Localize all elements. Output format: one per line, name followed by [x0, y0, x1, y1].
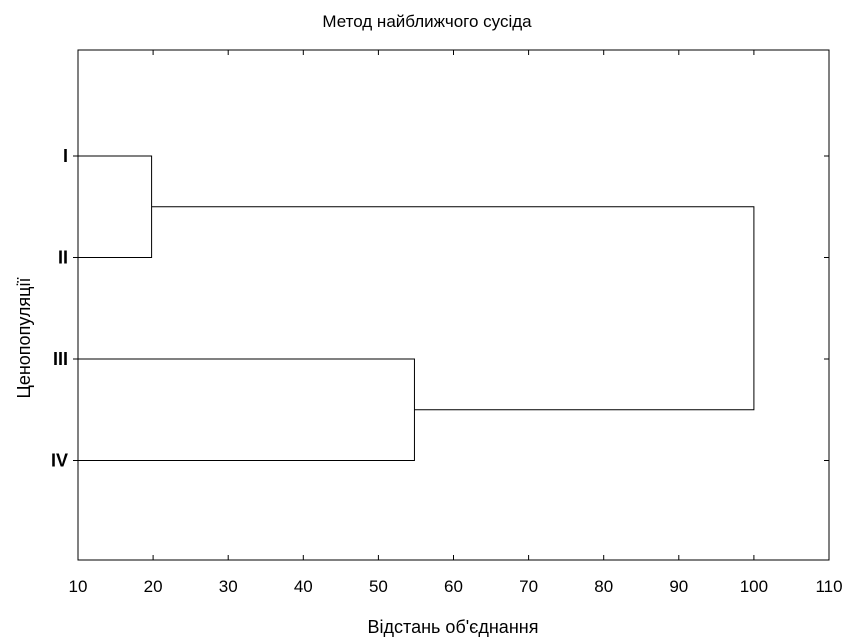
y-axis-label: Ценопопуляції [14, 278, 34, 399]
x-tick-label: 50 [369, 577, 388, 596]
x-tick-label: 60 [444, 577, 463, 596]
leaf-label-i: I [63, 146, 68, 166]
leaf-label-iv: IV [51, 451, 68, 471]
x-tick-label: 70 [519, 577, 538, 596]
y-axis-ticks [73, 155, 829, 461]
x-tick-label: 30 [219, 577, 238, 596]
x-tick-label: 10 [69, 577, 88, 596]
merge-link-1 [78, 155, 153, 258]
dendrogram-links [78, 155, 755, 461]
x-tick-label: 40 [294, 577, 313, 596]
x-axis-tick-labels: 10 20 30 40 50 60 70 80 90 100 110 [69, 577, 843, 596]
x-tick-label: 110 [815, 577, 842, 596]
merge-link-3 [151, 206, 755, 411]
plot-frame [77, 49, 830, 561]
x-axis-label: Відстань об'єднання [368, 617, 539, 637]
x-tick-label: 100 [740, 577, 768, 596]
leaf-label-ii: II [58, 248, 68, 268]
chart-title: Метод найближчого сусіда [322, 12, 532, 31]
x-tick-label: 90 [669, 577, 688, 596]
x-tick-label: 20 [144, 577, 163, 596]
merge-link-2 [78, 358, 415, 461]
x-axis-ticks [77, 50, 830, 560]
x-tick-label: 80 [594, 577, 613, 596]
leaf-label-iii: III [53, 349, 68, 369]
